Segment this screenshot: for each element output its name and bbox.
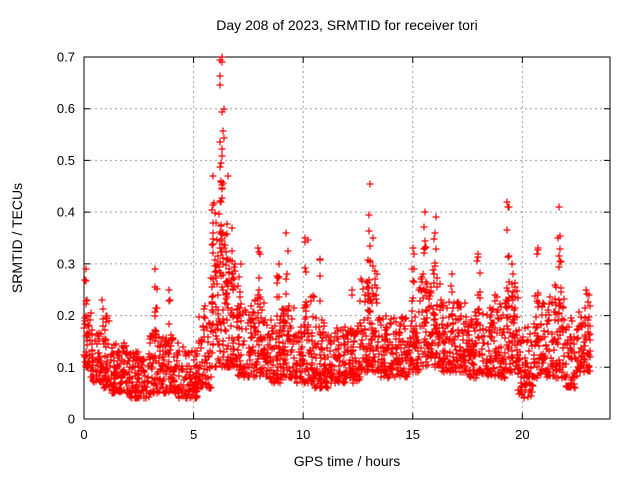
x-tick-label: 15 bbox=[406, 427, 420, 442]
x-axis-label: GPS time / hours bbox=[294, 453, 401, 469]
y-tick-label: 0.1 bbox=[57, 360, 75, 375]
y-tick-label: 0.6 bbox=[57, 101, 75, 116]
x-tick-label: 10 bbox=[296, 427, 310, 442]
y-axis-label: SRMTID / TECUs bbox=[9, 183, 25, 293]
x-tick-label: 5 bbox=[190, 427, 197, 442]
y-tick-label: 0.3 bbox=[57, 256, 75, 271]
x-tick-label: 0 bbox=[80, 427, 87, 442]
y-tick-label: 0.7 bbox=[57, 50, 75, 65]
plot-frame bbox=[83, 56, 611, 420]
scatter-points bbox=[80, 53, 594, 402]
y-tick-label: 0 bbox=[68, 412, 75, 427]
y-tick-label: 0.5 bbox=[57, 153, 75, 168]
y-tick-label: 0.2 bbox=[57, 308, 75, 323]
y-tick-label: 0.4 bbox=[57, 205, 75, 220]
x-tick-label: 20 bbox=[515, 427, 529, 442]
chart-title: Day 208 of 2023, SRMTID for receiver tor… bbox=[216, 17, 477, 33]
